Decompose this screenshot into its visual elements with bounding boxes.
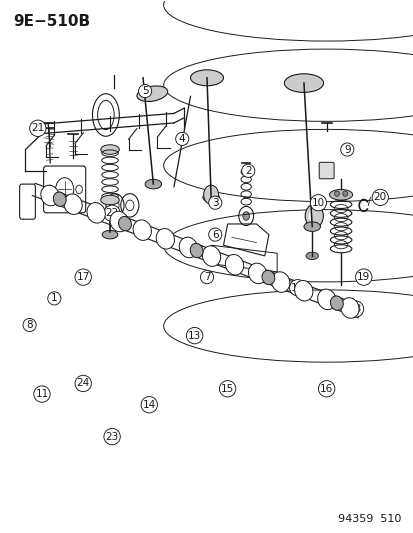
Text: 7: 7 [203,272,210,282]
Ellipse shape [110,211,128,232]
Text: 18: 18 [348,304,361,314]
Text: 4: 4 [178,134,185,144]
Ellipse shape [137,86,167,101]
Text: 94359  510: 94359 510 [337,514,400,524]
Text: 12: 12 [290,283,304,293]
Text: 9E−510B: 9E−510B [13,14,90,29]
Ellipse shape [202,192,219,202]
Text: 16: 16 [319,384,332,394]
Text: 5: 5 [142,86,148,96]
Text: 9: 9 [343,144,350,155]
Text: 14: 14 [142,400,155,410]
Ellipse shape [156,229,174,249]
Text: 6: 6 [211,230,218,240]
Ellipse shape [342,191,347,196]
Ellipse shape [190,70,223,86]
Ellipse shape [225,254,243,275]
Ellipse shape [261,270,274,285]
Ellipse shape [118,216,131,231]
Ellipse shape [41,185,59,206]
Text: 20: 20 [373,192,386,203]
Ellipse shape [303,222,320,231]
Text: 15: 15 [221,384,234,394]
Ellipse shape [284,74,323,92]
Text: 23: 23 [105,432,119,442]
Text: 11: 11 [35,389,48,399]
Text: 10: 10 [311,198,324,208]
Ellipse shape [334,191,339,196]
Ellipse shape [340,298,358,318]
Text: 22: 22 [105,208,119,219]
Ellipse shape [179,237,197,258]
Ellipse shape [102,230,118,239]
Ellipse shape [248,263,266,284]
Text: 17: 17 [76,272,90,282]
FancyBboxPatch shape [318,163,333,179]
Ellipse shape [329,189,352,200]
Ellipse shape [190,244,203,258]
Text: 1: 1 [51,293,57,303]
Ellipse shape [317,289,335,310]
Circle shape [203,185,218,204]
Ellipse shape [305,252,318,260]
Text: 24: 24 [76,378,90,389]
Ellipse shape [294,280,312,301]
Text: 13: 13 [188,330,201,341]
Ellipse shape [145,179,161,189]
Ellipse shape [133,220,151,240]
Ellipse shape [92,94,119,136]
Ellipse shape [271,272,289,292]
Circle shape [55,177,74,201]
Circle shape [242,212,249,220]
Ellipse shape [330,296,342,310]
Text: 8: 8 [26,320,33,330]
Ellipse shape [100,195,119,205]
Ellipse shape [202,246,220,266]
Ellipse shape [53,192,66,206]
Ellipse shape [100,145,119,155]
Text: 19: 19 [356,272,370,282]
Circle shape [304,204,323,228]
Text: 3: 3 [211,198,218,208]
Text: 21: 21 [31,123,44,133]
Ellipse shape [64,194,82,214]
Ellipse shape [87,203,105,223]
Text: 2: 2 [244,166,251,176]
